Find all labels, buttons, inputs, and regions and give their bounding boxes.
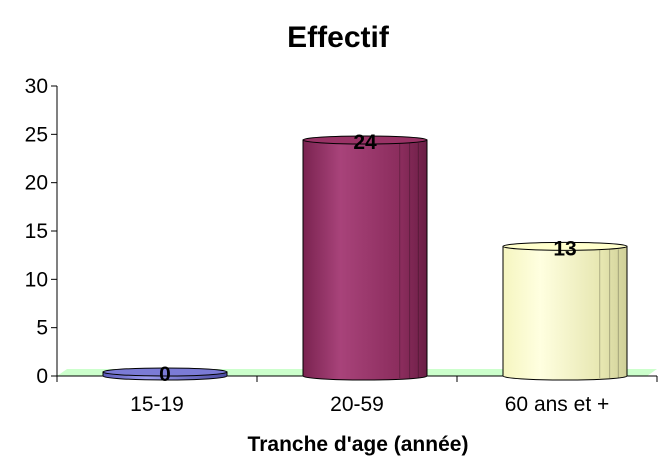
bar-body	[302, 139, 428, 381]
y-tick-label: 20	[25, 172, 48, 195]
chart-title: Effectif	[287, 21, 390, 54]
x-axis: 15-19 20-59 60 ans et +	[56, 375, 658, 416]
bar-body	[502, 245, 628, 381]
y-tick-label: 10	[25, 268, 48, 291]
data-labels: 0 24 13	[159, 131, 577, 386]
bar-15-19	[102, 367, 228, 381]
y-tick-label: 15	[25, 220, 48, 243]
bar-20-59	[302, 135, 428, 381]
data-label: 13	[553, 237, 576, 260]
x-tick-label: 20-59	[330, 393, 384, 416]
bar-60 ans et +	[502, 241, 628, 381]
bars	[102, 135, 628, 381]
x-axis-label: Tranche d'age (année)	[248, 433, 469, 456]
bar-cap	[102, 367, 228, 377]
y-tick-label: 5	[36, 317, 48, 340]
data-label: 0	[159, 363, 171, 386]
y-axis: 0 5 10 15 20 25 30	[25, 75, 58, 388]
y-tick-label: 25	[25, 123, 48, 146]
bar-cap	[502, 241, 628, 251]
bar-cap	[302, 135, 428, 145]
x-tick-label: 15-19	[130, 393, 184, 416]
y-tick-label: 30	[25, 75, 48, 98]
x-tick-label: 60 ans et +	[505, 393, 610, 416]
data-label: 24	[353, 131, 377, 154]
y-tick-label: 0	[36, 365, 48, 388]
